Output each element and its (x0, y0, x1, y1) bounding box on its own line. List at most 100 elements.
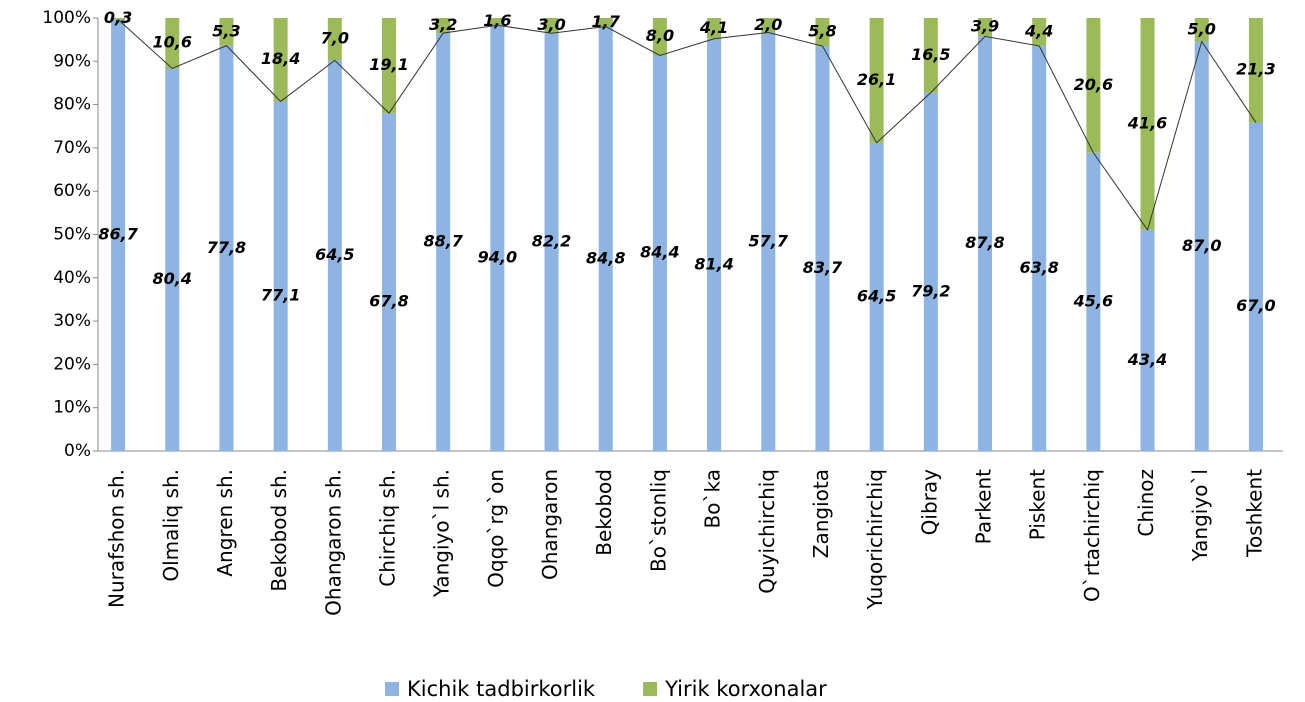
x-tick-label: Toshkent (1242, 469, 1266, 558)
x-tick-label: Olmaliq sh. (159, 469, 183, 582)
bar-segment (1194, 41, 1209, 452)
bar-segment (1140, 229, 1155, 451)
y-tick-label: 100% (42, 8, 91, 28)
y-tick-label: 20% (53, 354, 91, 374)
x-tick-label: Piskent (1026, 469, 1050, 540)
data-label: 3,9 (971, 17, 999, 36)
bar-segment (111, 18, 126, 20)
data-label: 1,6 (483, 11, 511, 30)
bar-segment (382, 113, 396, 451)
data-label: 63,8 (1019, 258, 1058, 277)
bar-segment (869, 18, 884, 143)
data-label: 84,4 (640, 243, 679, 262)
data-label: 81,4 (694, 254, 733, 273)
bar-segment (707, 38, 722, 452)
bar-segment (111, 19, 126, 451)
x-tick-label: Quyichirchiq (755, 469, 779, 594)
data-label: 18,4 (261, 49, 300, 68)
bar-segment (436, 33, 451, 451)
bar-segment (652, 55, 667, 452)
bar-segment (544, 33, 559, 451)
x-tick-label: Bo`ka (701, 469, 725, 528)
x-tick-label: Chinoz (1134, 469, 1158, 537)
data-label: 77,8 (207, 238, 246, 257)
data-label: 57,7 (749, 231, 789, 250)
data-label: 5,0 (1188, 19, 1216, 38)
bar-segment (761, 18, 776, 33)
data-label: 16,5 (911, 45, 950, 64)
data-label: 19,1 (369, 55, 408, 74)
data-label: 20,6 (1074, 75, 1113, 94)
bar-segment (923, 92, 938, 451)
bar-segment (598, 26, 613, 451)
bar-segment (652, 18, 667, 56)
data-label: 82,2 (532, 232, 571, 251)
bar-segment (382, 18, 396, 114)
data-label: 3,0 (537, 15, 565, 34)
x-tick-label: Bekobod (592, 469, 616, 556)
data-label: 4,1 (699, 18, 728, 37)
y-tick-label: 30% (53, 311, 91, 331)
data-label: 8,0 (646, 26, 674, 45)
bar-segment (273, 18, 288, 102)
legend-label: Yirik korxonalar (664, 677, 827, 701)
legend-swatch (643, 682, 658, 696)
x-tick-label: Qibray (917, 469, 941, 535)
y-tick-label: 10% (53, 398, 91, 418)
y-tick-label: 40% (53, 268, 91, 288)
series-line (117, 19, 1257, 232)
data-label: 77,1 (261, 286, 300, 305)
data-label: 4,4 (1024, 21, 1053, 40)
x-tick-label: Bekobod sh. (267, 469, 291, 592)
data-label: 1,7 (592, 12, 621, 31)
bar-segment (1086, 152, 1101, 452)
x-tick-label: Nurafshon sh. (105, 469, 129, 608)
x-tick-label: Ohangaron sh. (321, 469, 345, 616)
data-label: 80,4 (153, 269, 192, 288)
x-tick-label: Angren sh. (213, 469, 237, 577)
x-tick-label: O`rtachirchiq (1080, 469, 1104, 602)
data-label: 83,7 (803, 258, 843, 277)
bar-segment (490, 25, 505, 452)
bar-segment (815, 18, 830, 47)
bar-segment (490, 18, 505, 26)
data-label: 86,7 (98, 225, 138, 244)
data-label: 87,8 (965, 233, 1004, 252)
bar-segment (165, 18, 180, 69)
y-tick-label: 70% (53, 138, 91, 158)
y-tick-label: 50% (53, 225, 91, 245)
bar-segment (1086, 18, 1101, 153)
data-label: 10,6 (153, 33, 192, 52)
x-tick-label: Yangiyo`l (1188, 469, 1212, 562)
x-tick-label: Oqqo`rg`on (484, 469, 508, 588)
bar-segment (707, 18, 722, 39)
x-tick-label: Yangiyo`l sh. (430, 469, 454, 598)
data-label: 2,0 (754, 15, 782, 34)
bar-segment (978, 18, 992, 37)
bar-segment (978, 36, 992, 451)
data-label: 87,0 (1182, 236, 1221, 255)
bar-segment (1140, 18, 1155, 230)
x-tick-label: Yuqorichirchiq (863, 469, 887, 610)
bar-segment (165, 68, 180, 451)
y-tick-label: 0% (64, 441, 91, 461)
data-label: 67,0 (1236, 296, 1275, 315)
bar-segment (1194, 18, 1209, 42)
bar-segment (1032, 45, 1047, 451)
legend-label: Kichik tadbirkorlik (407, 677, 596, 701)
x-tick-label: Chirchiq sh. (376, 469, 400, 587)
bar-segment (1248, 122, 1263, 452)
y-tick-label: 80% (53, 95, 91, 115)
bar-segment (219, 18, 234, 46)
data-label: 3,2 (429, 15, 457, 34)
y-tick-label: 90% (53, 51, 91, 71)
bar-segment (1248, 18, 1263, 123)
bar-segment (869, 142, 884, 451)
data-label: 5,3 (212, 21, 240, 40)
data-label: 43,4 (1127, 350, 1167, 369)
bar-segment (923, 18, 938, 93)
data-label: 0,3 (104, 8, 132, 27)
data-label: 5,8 (808, 22, 836, 41)
bar-segment (219, 45, 234, 452)
data-label: 45,6 (1073, 291, 1113, 310)
